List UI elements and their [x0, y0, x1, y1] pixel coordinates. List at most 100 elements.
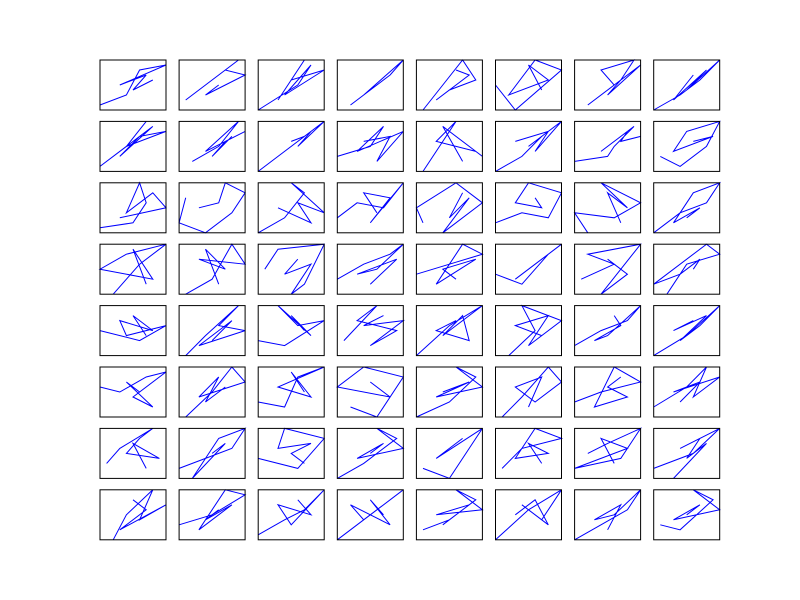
axes-frame — [257, 243, 325, 295]
axes-frame — [178, 59, 246, 111]
data-line — [112, 489, 167, 541]
data-line — [178, 427, 247, 479]
data-line — [99, 181, 167, 229]
axes-frame — [178, 305, 246, 357]
data-line — [185, 59, 247, 101]
axes-frame — [336, 182, 404, 234]
axes-frame — [653, 489, 721, 541]
data-line — [653, 366, 721, 408]
axes-frame — [336, 305, 404, 357]
data-line — [337, 243, 404, 285]
axes-frame — [257, 182, 325, 234]
axes-frame — [178, 427, 246, 479]
axes-frame — [257, 427, 325, 479]
axes-frame — [336, 366, 404, 418]
data-line — [422, 59, 477, 111]
data-line — [178, 182, 246, 234]
axes-frame — [257, 489, 325, 541]
axes-frame — [653, 120, 721, 172]
data-line — [495, 243, 562, 285]
axes-frame — [574, 59, 642, 111]
axes-frame — [574, 243, 642, 295]
data-line — [257, 59, 325, 111]
data-line — [258, 427, 326, 469]
data-line — [653, 59, 721, 111]
data-line — [495, 489, 562, 541]
axes-frame — [495, 427, 562, 479]
data-line — [99, 315, 167, 342]
data-line — [258, 305, 325, 347]
axes-frame — [653, 366, 721, 418]
axes-frame — [178, 243, 246, 295]
data-line — [415, 182, 484, 234]
axes-frame — [336, 489, 404, 541]
axes-frame — [336, 243, 404, 295]
data-line — [99, 371, 167, 408]
data-line — [574, 489, 642, 541]
data-line — [653, 181, 721, 234]
data-line — [336, 489, 404, 541]
data-line — [350, 59, 404, 106]
data-line — [178, 489, 247, 531]
data-line — [257, 182, 325, 234]
axes-frame — [257, 59, 325, 111]
axes-frame — [495, 120, 562, 172]
axes-frame — [415, 366, 483, 418]
axes-frame — [653, 243, 721, 295]
data-line — [336, 366, 405, 418]
data-line — [416, 243, 484, 285]
axes-frame — [415, 59, 483, 111]
axes-frame — [99, 305, 167, 357]
axes-frame — [257, 120, 325, 172]
axes-frame — [178, 120, 246, 172]
data-line — [574, 126, 641, 162]
data-line — [264, 243, 326, 295]
axes-frame — [99, 427, 167, 479]
axes-frame — [495, 366, 562, 418]
data-line — [573, 182, 642, 234]
axes-frame — [257, 305, 325, 357]
data-line — [580, 243, 642, 295]
axes-frame — [336, 120, 404, 172]
data-line — [416, 366, 484, 418]
data-line — [660, 120, 721, 167]
data-line — [258, 366, 325, 408]
axes-frame — [495, 489, 562, 541]
data-line — [574, 366, 642, 408]
axes-frame — [415, 427, 483, 479]
axes-frame — [99, 243, 167, 295]
axes-frame — [574, 489, 642, 541]
axes-frame — [336, 427, 404, 479]
axes-frame — [415, 182, 483, 234]
data-line — [99, 64, 167, 106]
axes-frame — [574, 366, 642, 418]
data-line — [192, 121, 246, 162]
data-line — [653, 243, 721, 295]
data-line — [336, 182, 404, 224]
axes-frame — [336, 59, 404, 111]
data-line — [422, 489, 484, 531]
data-line — [501, 366, 563, 418]
data-line — [422, 427, 483, 480]
data-line — [508, 304, 563, 356]
data-line — [257, 121, 325, 172]
data-line — [495, 59, 563, 111]
data-line — [343, 305, 406, 347]
data-line — [422, 121, 483, 172]
data-line — [106, 427, 160, 469]
axes-frame — [495, 59, 562, 111]
data-line — [587, 59, 641, 106]
axes-frame — [574, 305, 642, 357]
data-line — [574, 305, 641, 347]
axes-frame — [415, 243, 483, 295]
axes-frame — [574, 427, 642, 479]
axes-frame — [415, 489, 483, 541]
axes-frame — [99, 182, 167, 234]
axes-frame — [257, 366, 325, 418]
data-line — [653, 305, 721, 357]
axes-frame — [653, 305, 721, 357]
data-line — [416, 305, 483, 356]
axes-frame — [574, 182, 642, 234]
